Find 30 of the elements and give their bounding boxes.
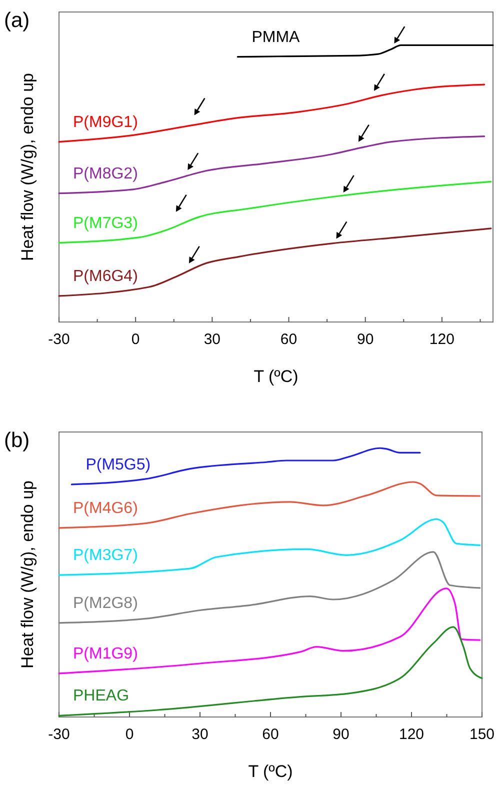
series-label: P(M4G6) (73, 500, 138, 517)
series-label: P(M9G1) (73, 114, 138, 131)
x-axis-title: T (ºC) (248, 762, 293, 781)
x-axis-title: T (ºC) (254, 367, 298, 386)
chart-title: (a) (4, 9, 30, 32)
series-label: P(M1G9) (73, 645, 138, 662)
x-tick-label: 0 (131, 331, 140, 348)
series-label: PMMA (252, 28, 300, 46)
x-tick-label: 30 (192, 726, 208, 743)
x-tick-label: 0 (125, 726, 134, 743)
x-tick-label: 60 (280, 331, 298, 348)
x-tick-label: 90 (332, 726, 350, 743)
chart-title: (b) (4, 429, 30, 452)
x-tick-label: 150 (469, 726, 495, 743)
x-tick-label: -30 (48, 331, 70, 348)
x-tick-label: -30 (48, 726, 70, 743)
x-tick-label: 120 (429, 331, 454, 348)
x-tick-label: 30 (204, 331, 221, 348)
series-label: P(M3G7) (73, 547, 138, 564)
series-label: P(M7G3) (73, 214, 138, 232)
series-label: P(M2G8) (73, 594, 138, 612)
y-axis-title: Heat flow (W/g), endo up (18, 72, 37, 262)
x-tick-label: 60 (262, 726, 279, 743)
series-label: P(M6G4) (73, 268, 138, 285)
series-label: PHEAG (73, 688, 130, 705)
x-tick-label: 120 (398, 726, 424, 743)
y-axis-title: Heat flow (W/g), endo up (18, 480, 37, 669)
series-label: P(M8G2) (73, 165, 138, 182)
series-label: P(M5G5) (86, 456, 151, 474)
x-tick-label: 90 (357, 331, 374, 348)
